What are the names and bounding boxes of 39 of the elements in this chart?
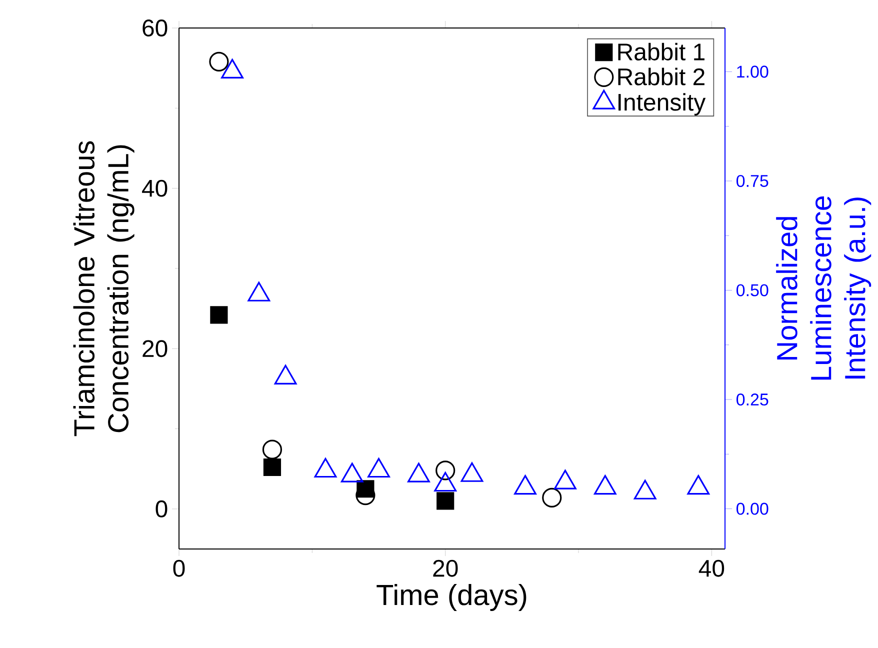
y-axis-title: Triamcinolone Vitreous Concentration (ng/mL) bbox=[73, 141, 134, 436]
point bbox=[460, 462, 484, 482]
point bbox=[542, 488, 562, 508]
point bbox=[408, 462, 430, 482]
point bbox=[554, 470, 576, 490]
y-tick-label: 20 bbox=[142, 340, 168, 358]
point bbox=[263, 458, 282, 476]
point bbox=[314, 458, 337, 478]
point bbox=[687, 475, 710, 495]
y2-tick-label: 0.50 bbox=[736, 284, 768, 296]
point bbox=[436, 460, 456, 480]
point bbox=[209, 52, 229, 72]
point bbox=[221, 58, 244, 78]
legend-label: Rabbit 1 bbox=[618, 42, 704, 60]
point bbox=[634, 480, 656, 500]
y2-tick-label: 1.00 bbox=[737, 66, 768, 78]
point bbox=[514, 475, 536, 495]
point bbox=[594, 475, 616, 495]
point bbox=[368, 458, 390, 478]
y-tick-label: 60 bbox=[142, 20, 168, 36]
legend-label: Rabbit 2 bbox=[618, 68, 704, 86]
point bbox=[210, 306, 228, 324]
y-tick-label: 0 bbox=[156, 500, 168, 518]
y2-tick-label: 0.25 bbox=[736, 393, 768, 406]
point bbox=[434, 472, 457, 492]
x-axis-title: Time (days) bbox=[376, 584, 526, 612]
point bbox=[248, 282, 270, 302]
point bbox=[436, 492, 454, 510]
y2-tick-label: 0.00 bbox=[736, 502, 768, 515]
point bbox=[340, 462, 364, 482]
x-tick-label: 0 bbox=[173, 560, 185, 577]
y-tick-label: 40 bbox=[142, 180, 168, 197]
x-tick-label: 40 bbox=[698, 560, 724, 577]
point bbox=[262, 440, 282, 460]
legend-label: Intensity bbox=[618, 93, 706, 116]
point bbox=[274, 364, 297, 384]
y2-axis-title: Normalized Luminescence Intensity (a.u.) bbox=[776, 196, 872, 380]
y2-tick-label: 0.75 bbox=[736, 174, 768, 187]
x-tick-label: 20 bbox=[433, 560, 458, 577]
